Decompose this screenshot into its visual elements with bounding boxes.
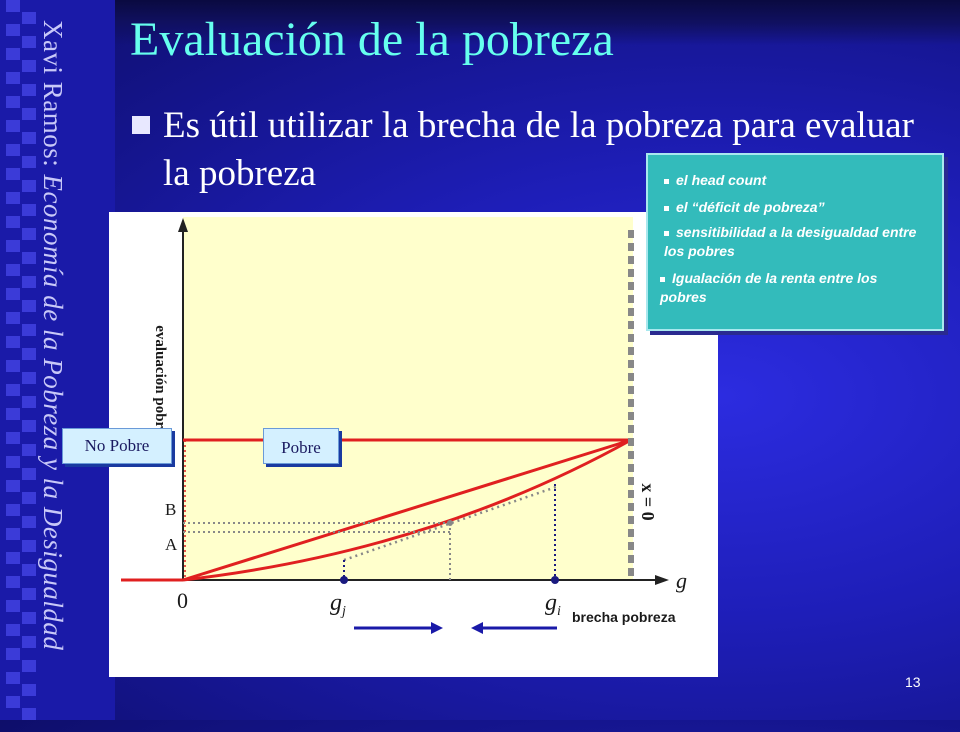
chord-dotted-line — [343, 485, 557, 562]
x-axis-sublabel: brecha pobreza — [572, 609, 676, 625]
gj-point — [340, 576, 348, 584]
legend-bullet-icon — [664, 230, 669, 236]
bullet-square-icon — [132, 116, 150, 134]
linear-curve — [182, 438, 632, 582]
plot-area — [183, 217, 633, 580]
left-arrow-icon — [471, 622, 483, 634]
x-axis-arrow-icon — [655, 575, 669, 585]
legend-bullet-icon — [664, 205, 669, 211]
legend-bullet-icon — [664, 178, 669, 184]
legend-item-2-text: el “déficit de pobreza” — [676, 199, 825, 215]
decor-squares-column-1 — [6, 0, 20, 720]
legend-item-3: sensitibilidad a la desigualdad entre lo… — [664, 223, 934, 261]
tag-no-pobre: No Pobre — [62, 428, 172, 464]
mid-point-marker — [447, 520, 453, 526]
legend-item-1-text: el head count — [676, 172, 767, 188]
x-axis-label: g — [676, 568, 687, 593]
legend-item-4-text: Igualación de la renta entre los pobres — [660, 270, 878, 305]
top-band — [115, 0, 960, 45]
slide-title: Evaluación de la pobreza — [130, 13, 614, 66]
origin-label: 0 — [177, 588, 188, 613]
legend-box: el head count el “déficit de pobreza” se… — [646, 153, 944, 331]
y-axis-arrow-icon — [178, 218, 188, 232]
author-name: Xavi Ramos: — [38, 20, 68, 168]
gi-label-main: g — [545, 590, 557, 616]
legend-item-2: el “déficit de pobreza” — [664, 198, 924, 217]
vertical-line-label: x = 0 — [638, 483, 658, 520]
gj-label-sub: j — [340, 604, 346, 619]
tag-pobre: Pobre — [263, 428, 339, 464]
diagram-panel: evaluación pobreza g brecha pobreza 0 B … — [109, 212, 718, 677]
y-axis-label: evaluación pobreza — [152, 325, 168, 449]
legend-item-1: el head count — [664, 171, 924, 190]
gj-label: gj — [330, 590, 346, 619]
bullet-text: Es útil utilizar la brecha de la pobreza… — [163, 105, 914, 194]
vertical-author-text: Xavi Ramos: Economía de la Pobreza y la … — [30, 20, 70, 700]
gj-label-main: g — [330, 590, 342, 616]
label-a: A — [165, 535, 178, 554]
legend-bullet-icon — [660, 276, 665, 282]
label-b: B — [165, 500, 176, 519]
legend-item-3-text: sensitibilidad a la desigualdad entre lo… — [664, 224, 917, 259]
gi-label: gi — [545, 590, 561, 619]
legend-item-4: Igualación de la renta entre los pobres — [660, 269, 910, 307]
page-number: 13 — [905, 674, 921, 690]
decor-squares-column-2 — [22, 12, 36, 732]
diagram-svg: evaluación pobreza g brecha pobreza 0 B … — [121, 217, 687, 634]
right-arrow-icon — [431, 622, 443, 634]
gi-label-sub: i — [557, 604, 561, 619]
gi-point — [551, 576, 559, 584]
author-course: Economía de la Pobreza y la Desigualdad — [38, 174, 68, 651]
